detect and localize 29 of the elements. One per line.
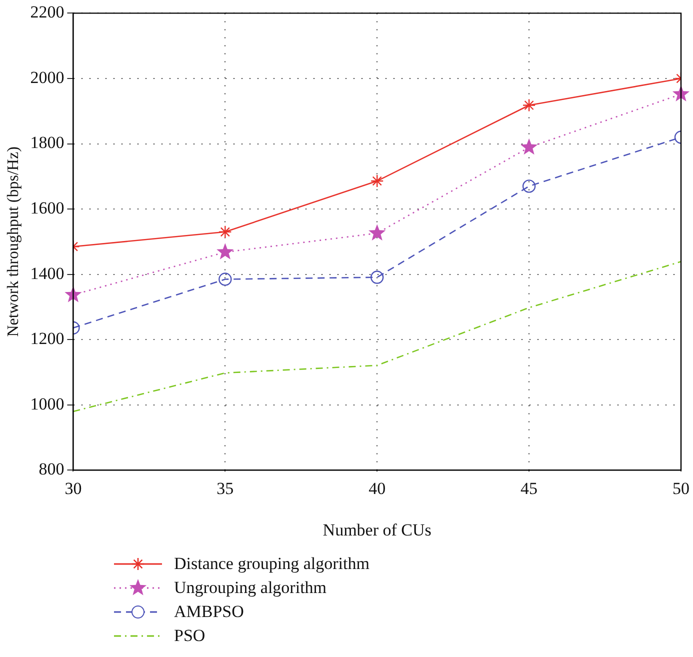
y-axis-title: Network throughput (bps/Hz) [4, 146, 22, 337]
x-tick-label: 45 [520, 478, 538, 498]
line-series [73, 260, 681, 412]
legend-label: AMBPSO [174, 602, 244, 622]
y-tick-label: 1800 [30, 133, 64, 152]
x-tick-label: 35 [216, 478, 234, 498]
point [370, 270, 384, 284]
point [370, 174, 384, 188]
point [520, 138, 538, 155]
y-tick-label: 800 [38, 460, 64, 479]
y-tick-label: 2200 [30, 2, 64, 22]
y-tick-label: 1200 [30, 329, 64, 348]
point [218, 225, 232, 239]
y-tick-label: 1600 [30, 198, 64, 218]
legend-label: Distance grouping algorithm [174, 554, 370, 574]
y-tick-label: 1000 [30, 394, 64, 414]
legend-label: PSO [174, 626, 206, 646]
point [218, 272, 232, 286]
legend-label: Ungrouping algorithm [174, 578, 327, 598]
point [522, 180, 536, 193]
x-tick-label: 40 [368, 478, 386, 498]
point [522, 98, 536, 112]
y-tick-label: 1400 [30, 264, 64, 283]
y-tick-label: 2000 [30, 68, 64, 87]
point [216, 243, 234, 260]
point [368, 224, 386, 240]
x-axis-title: Number of CUs [322, 520, 432, 540]
x-tick-label: 50 [672, 478, 690, 498]
x-tick-label: 30 [64, 478, 82, 498]
